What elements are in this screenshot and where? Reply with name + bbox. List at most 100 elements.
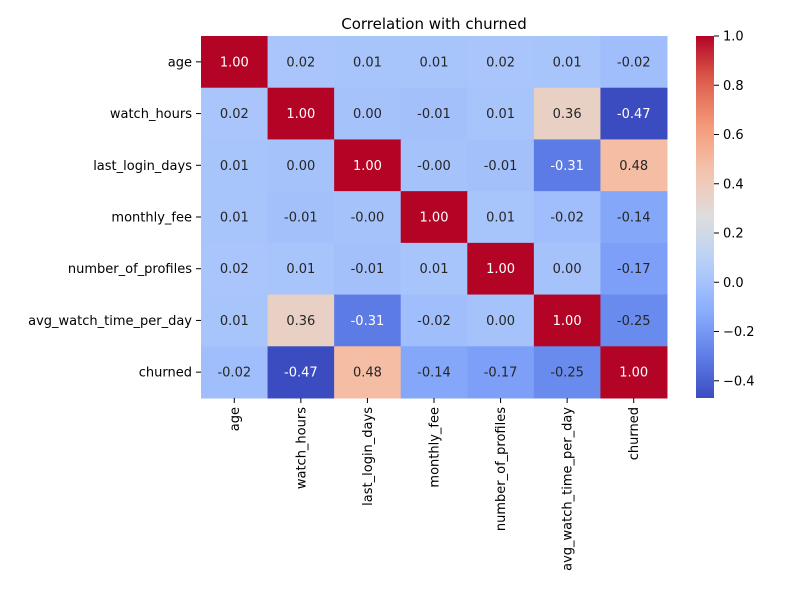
colorbar-tick-label: 1.0 xyxy=(723,30,744,45)
heatmap-cell xyxy=(400,242,468,296)
cell-value-label: -0.14 xyxy=(417,366,451,381)
heatmap-cell xyxy=(267,242,335,296)
cell-value-label: -0.00 xyxy=(417,159,451,174)
heatmap-cell xyxy=(600,36,668,89)
x-tick-label: last_login_days xyxy=(361,407,376,506)
heatmap-cell xyxy=(467,346,535,399)
x-tick-label: watch_hours xyxy=(294,407,309,489)
heatmap-cell xyxy=(600,191,668,244)
heatmap-cell xyxy=(400,191,468,244)
heatmap-cell xyxy=(267,346,335,399)
heatmap-cell xyxy=(400,139,468,192)
cell-value-label: 0.48 xyxy=(353,366,382,381)
cell-value-label: -0.25 xyxy=(617,314,651,329)
heatmap-cell xyxy=(334,139,402,192)
cell-value-label: -0.47 xyxy=(284,366,318,381)
heatmap-cells: 1.00 0.02 0.01 0.01 0.02 0.01 -0.02 0.02 1.00 0.0… xyxy=(201,36,668,399)
heatmap-cell xyxy=(334,87,402,140)
heatmap-cell xyxy=(267,87,335,140)
heatmap-cell xyxy=(467,191,535,244)
y-tick-label: monthly_fee xyxy=(111,211,192,226)
y-tick-label: age xyxy=(168,55,192,70)
heatmap-cell xyxy=(533,36,601,89)
heatmap-cell xyxy=(334,294,402,347)
heatmap-cell xyxy=(467,294,535,347)
heatmap-cell xyxy=(201,346,269,399)
cell-value-label: 0.36 xyxy=(286,314,315,329)
cell-value-label: -0.31 xyxy=(550,159,584,174)
cell-value-label: -0.01 xyxy=(351,262,385,277)
y-axis: age watch_hours last_login_days monthly_fee… xyxy=(28,55,201,381)
heatmap-cell xyxy=(467,139,535,192)
cell-value-label: 1.00 xyxy=(286,107,315,122)
heatmap-cell xyxy=(467,242,535,296)
cell-value-label: 0.01 xyxy=(286,262,315,277)
cell-value-label: -0.17 xyxy=(484,366,518,381)
cell-value-label: 0.02 xyxy=(220,107,249,122)
heatmap-cell xyxy=(600,346,668,399)
y-tick-label: avg_watch_time_per_day xyxy=(28,314,192,329)
heatmap-cell xyxy=(201,191,269,244)
colorbar: 1.0 0.8 0.6 0.4 0.2 0.0 −0.2 −0.4 xyxy=(696,30,755,398)
x-tick-label: number_of_profiles xyxy=(494,407,509,531)
heatmap-cell xyxy=(467,36,535,89)
cell-value-label: 1.00 xyxy=(420,211,449,226)
cell-value-label: 0.02 xyxy=(286,55,315,70)
cell-value-label: 0.01 xyxy=(220,211,249,226)
heatmap-cell xyxy=(400,346,468,399)
colorbar-tick-label: 0.6 xyxy=(723,128,744,143)
heatmap-cell xyxy=(201,139,269,192)
cell-value-label: 0.00 xyxy=(486,314,515,329)
heatmap-cell xyxy=(201,242,269,296)
heatmap-cell xyxy=(533,87,601,140)
heatmap-cell xyxy=(334,36,402,89)
cell-value-label: 1.00 xyxy=(553,314,582,329)
chart-title: Correlation with churned xyxy=(341,15,527,33)
cell-value-label: 0.01 xyxy=(486,107,515,122)
heatmap-cell xyxy=(400,87,468,140)
y-tick-label: churned xyxy=(139,366,192,381)
heatmap-cell xyxy=(533,242,601,296)
cell-value-label: 1.00 xyxy=(486,262,515,277)
heatmap-cell xyxy=(334,346,402,399)
heatmap-cell xyxy=(600,87,668,140)
heatmap-cell xyxy=(600,139,668,192)
cell-value-label: -0.02 xyxy=(617,55,651,70)
cell-value-label: -0.02 xyxy=(550,211,584,226)
heatmap-cell xyxy=(201,36,269,89)
heatmap-cell xyxy=(533,139,601,192)
heatmap-cell xyxy=(267,139,335,192)
cell-value-label: 0.01 xyxy=(553,55,582,70)
cell-value-label: -0.00 xyxy=(351,211,385,226)
x-tick-label: monthly_fee xyxy=(428,407,443,488)
cell-value-label: -0.25 xyxy=(550,366,584,381)
cell-value-label: 0.01 xyxy=(420,262,449,277)
cell-value-label: 0.01 xyxy=(220,314,249,329)
heatmap-cell xyxy=(400,294,468,347)
heatmap-cell xyxy=(533,294,601,347)
cell-value-label: -0.01 xyxy=(284,211,318,226)
cell-value-label: 0.36 xyxy=(553,107,582,122)
heatmap-cell xyxy=(600,242,668,296)
x-tick-label: age xyxy=(228,407,243,431)
cell-value-label: -0.02 xyxy=(417,314,451,329)
colorbar-tick-label: 0.2 xyxy=(723,227,744,242)
colorbar-tick-label: 0.4 xyxy=(723,177,744,192)
y-tick-label: last_login_days xyxy=(93,159,192,174)
colorbar-tick-label: −0.4 xyxy=(723,374,755,389)
y-tick-label: watch_hours xyxy=(110,107,192,122)
cell-value-label: 1.00 xyxy=(619,366,648,381)
heatmap-cell xyxy=(334,242,402,296)
cell-value-label: 0.01 xyxy=(420,55,449,70)
heatmap-cell xyxy=(267,36,335,89)
heatmap-cell xyxy=(267,191,335,244)
cell-value-label: -0.47 xyxy=(617,107,651,122)
cell-value-label: 0.48 xyxy=(619,159,648,174)
x-axis: age watch_hours last_login_days monthly_fee… xyxy=(228,398,642,571)
cell-value-label: -0.17 xyxy=(617,262,651,277)
cell-value-label: 0.01 xyxy=(486,211,515,226)
cell-value-label: 1.00 xyxy=(220,55,249,70)
x-tick-label: churned xyxy=(627,407,642,460)
